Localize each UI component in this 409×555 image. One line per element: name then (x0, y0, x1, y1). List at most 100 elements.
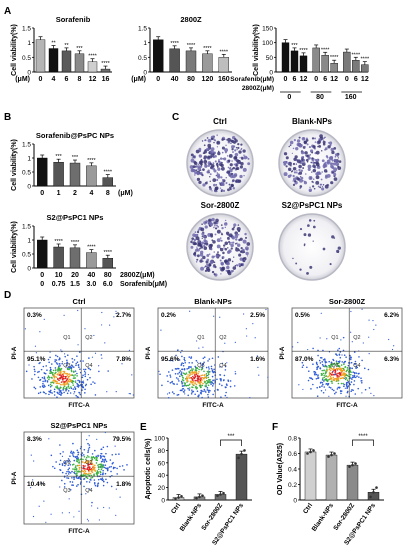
y-axis-label: Apoptotic cells(%) (145, 438, 152, 499)
colony (292, 257, 294, 260)
colony (293, 139, 296, 142)
event-dot (373, 328, 375, 331)
event-dot (77, 386, 80, 388)
colony (196, 254, 200, 258)
colony (327, 145, 331, 149)
event-dot (72, 377, 75, 379)
colony (232, 151, 234, 153)
event-dot (73, 375, 75, 377)
event-dot (335, 380, 338, 382)
event-dot (69, 374, 72, 376)
event-dot (33, 368, 36, 371)
event-dot (48, 361, 50, 364)
colony (213, 251, 216, 253)
chart-f: 00.20.40.60.8OD Value(A525)CtrlBlank-NPs… (277, 434, 384, 547)
colony (322, 140, 326, 144)
event-dot (119, 465, 121, 468)
event-dot (84, 392, 86, 394)
event-dot (77, 309, 79, 312)
event-dot (47, 358, 50, 361)
event-dot (307, 379, 310, 382)
event-dot (161, 384, 163, 387)
colony (211, 147, 215, 151)
event-dot (343, 377, 346, 379)
event-dot (99, 454, 102, 457)
event-dot (77, 457, 79, 459)
colony (212, 240, 216, 244)
bar (321, 55, 329, 73)
colony (331, 150, 335, 155)
colony (331, 171, 334, 174)
colony (191, 157, 193, 159)
event-dot (90, 477, 92, 479)
colony (311, 151, 314, 154)
event-dot (336, 362, 339, 365)
event-dot (75, 457, 78, 460)
event-dot (54, 359, 56, 361)
event-dot (216, 388, 219, 391)
event-dot (102, 480, 105, 483)
event-dot (34, 345, 37, 347)
event-dot (56, 355, 59, 358)
event-dot (85, 468, 87, 470)
colony (217, 160, 221, 163)
event-dot (322, 349, 324, 352)
event-dot (65, 364, 68, 367)
colony (231, 260, 234, 263)
event-dot (178, 380, 180, 382)
chart-a2: 00.511.52800Z0****40****80****120****160… (131, 15, 232, 83)
event-dot (74, 370, 77, 372)
event-dot (73, 393, 75, 395)
event-dot (320, 312, 322, 314)
colony (288, 167, 292, 172)
colony (211, 190, 213, 192)
event-dot (252, 323, 254, 325)
event-dot (88, 357, 90, 359)
event-dot (88, 468, 91, 471)
colony (204, 158, 207, 161)
colony (215, 218, 219, 223)
colony (324, 184, 329, 189)
quadrant-name: Q1 (63, 335, 70, 341)
x-tick-label: 0 (40, 190, 44, 197)
colony (226, 170, 231, 174)
data-point (327, 455, 330, 458)
event-dot (229, 380, 232, 382)
event-dot (56, 396, 58, 398)
event-dot (352, 374, 354, 377)
event-dot (78, 510, 80, 512)
event-dot (64, 464, 66, 467)
event-dot (186, 368, 188, 370)
colony (203, 155, 208, 159)
event-dot (62, 451, 64, 453)
event-dot (333, 392, 336, 395)
colony (199, 250, 204, 255)
significance-label: **** (104, 170, 113, 176)
event-dot (87, 463, 90, 466)
event-dot (336, 368, 338, 371)
colony (221, 146, 225, 150)
colony (295, 163, 298, 165)
colony (303, 162, 306, 164)
event-dot (346, 379, 349, 382)
y-tick-label: 1.5 (22, 26, 31, 33)
colony (311, 137, 315, 140)
event-dot (101, 479, 104, 482)
significance-label: ** (64, 43, 69, 49)
colony (236, 227, 241, 232)
colony (213, 221, 217, 225)
event-dot (78, 461, 80, 464)
event-dot (182, 377, 185, 379)
colony (242, 149, 246, 153)
event-dot (97, 472, 100, 474)
colony (307, 233, 312, 237)
x-tick-label: 6 (293, 76, 297, 83)
event-dot (70, 369, 73, 372)
event-dot (181, 368, 183, 371)
colony (300, 176, 304, 180)
event-dot (194, 382, 196, 384)
colony (197, 240, 200, 243)
event-dot (198, 375, 201, 378)
event-dot (223, 374, 226, 377)
